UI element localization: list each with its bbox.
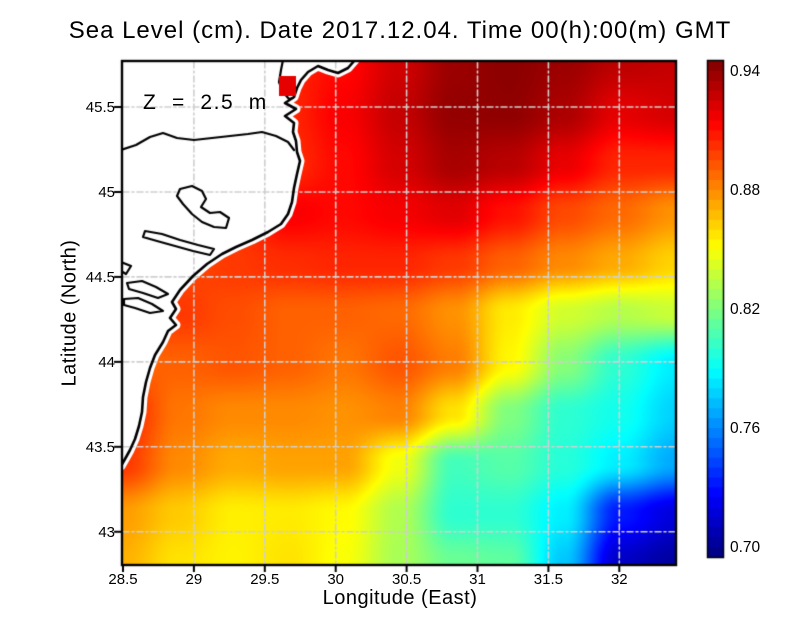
x-tick-label-28.5: 28.5 [108, 571, 138, 588]
y-tick-label-45: 45 [98, 183, 115, 201]
x-tick-label-29: 29 [185, 571, 203, 588]
x-tick-label-29.5: 29.5 [250, 571, 280, 588]
colorbar-tick-label-0.88: 0.88 [730, 181, 761, 199]
x-tick-label-30: 30 [327, 571, 345, 588]
y-tick-label-44.5: 44.5 [85, 268, 115, 286]
y-tick-label-43: 43 [98, 523, 115, 541]
colorbar-tick-label-0.70: 0.70 [730, 539, 761, 557]
colorbar-tick-label-0.82: 0.82 [730, 301, 761, 318]
y-tick-label-45.5: 45.5 [85, 99, 115, 117]
x-tick-label-30.5: 30.5 [391, 571, 422, 588]
colorbar-tick-label-0.76: 0.76 [730, 420, 761, 438]
chart-title: Sea Level (cm). Date 2017.12.04. Time 00… [68, 17, 732, 44]
depth-annotation: Z = 2.5 m [143, 91, 268, 114]
x-axis-title: Longitude (East) [322, 587, 478, 609]
x-tick-label-31: 31 [469, 571, 486, 588]
x-tick-label-31.5: 31.5 [533, 571, 563, 588]
x-tick-label-32: 32 [610, 571, 628, 588]
y-tick-label-43.5: 43.5 [85, 438, 115, 456]
y-tick-label-44: 44 [98, 353, 115, 371]
colorbar-tick-label-0.94: 0.94 [730, 62, 761, 80]
